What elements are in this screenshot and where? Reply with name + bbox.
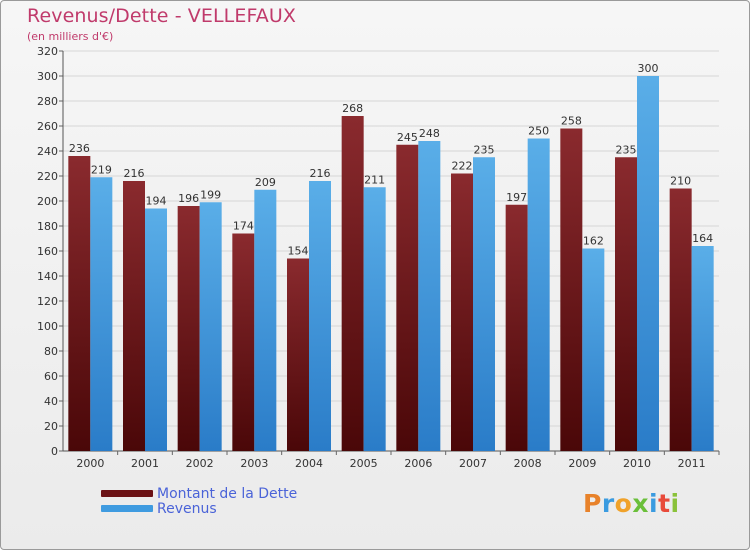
data-label-debt: 174 <box>233 220 254 233</box>
y-tick-label: 40 <box>44 395 58 408</box>
bar-debt <box>505 204 528 451</box>
x-tick-label: 2003 <box>240 457 268 470</box>
legend-label-debt: Montant de la Dette <box>157 486 298 502</box>
y-tick-label: 220 <box>37 170 58 183</box>
logo-letter: i <box>649 489 659 518</box>
data-label-revenus: 209 <box>255 176 276 189</box>
data-label-debt: 197 <box>506 191 527 204</box>
bar-debt <box>451 173 473 451</box>
bar-revenus <box>527 138 550 451</box>
legend-swatch-debt <box>101 490 153 497</box>
data-label-debt: 216 <box>124 167 145 180</box>
y-tick-label: 120 <box>37 295 58 308</box>
data-label-debt: 196 <box>178 192 199 205</box>
x-tick-label: 2000 <box>76 457 104 470</box>
data-label-revenus: 250 <box>528 125 549 138</box>
logo-letter: P <box>583 489 602 518</box>
bar-revenus <box>254 189 277 451</box>
data-label-revenus: 194 <box>146 195 167 208</box>
x-tick-label: 2005 <box>350 457 378 470</box>
bar-debt <box>68 156 91 451</box>
y-tick-label: 280 <box>37 95 58 108</box>
y-tick-label: 320 <box>37 45 58 58</box>
data-label-debt: 268 <box>342 102 363 115</box>
chart-title: Revenus/Dette - VELLEFAUX <box>27 5 296 27</box>
y-tick-label: 160 <box>37 245 58 258</box>
data-label-revenus: 199 <box>200 188 221 201</box>
legend-label-revenus: Revenus <box>157 501 217 517</box>
data-label-revenus: 248 <box>419 127 440 140</box>
y-tick-label: 140 <box>37 270 58 283</box>
bar-revenus <box>473 157 495 451</box>
data-label-debt: 245 <box>397 131 418 144</box>
x-tick-label: 2001 <box>131 457 159 470</box>
x-tick-label: 2009 <box>568 457 596 470</box>
y-tick-label: 80 <box>44 345 58 358</box>
data-label-revenus: 235 <box>474 143 495 156</box>
bar-debt <box>123 181 145 451</box>
x-tick-label: 2010 <box>623 457 651 470</box>
bar-revenus <box>582 248 605 451</box>
data-label-debt: 222 <box>452 160 473 173</box>
data-label-debt: 236 <box>69 142 90 155</box>
data-label-revenus: 211 <box>364 173 385 186</box>
data-label-debt: 258 <box>561 115 582 128</box>
logo-letter: r <box>601 489 615 518</box>
bar-revenus <box>418 141 441 451</box>
bar-revenus <box>637 76 659 451</box>
y-tick-label: 260 <box>37 120 58 133</box>
y-tick-label: 200 <box>37 195 58 208</box>
y-tick-label: 20 <box>44 420 58 433</box>
bar-debt <box>396 144 419 451</box>
bar-revenus <box>309 181 331 451</box>
bar-debt <box>177 206 200 451</box>
bar-debt <box>287 258 309 451</box>
bar-revenus <box>691 246 714 451</box>
logo-letter: x <box>632 489 649 518</box>
data-label-debt: 235 <box>616 143 637 156</box>
bar-revenus <box>363 187 386 451</box>
bar-revenus <box>90 177 113 451</box>
x-tick-label: 2006 <box>404 457 432 470</box>
logo-letter: i <box>670 489 680 518</box>
x-tick-label: 2002 <box>186 457 214 470</box>
bar-debt <box>341 116 364 451</box>
data-label-revenus: 300 <box>638 62 659 75</box>
proxiti-logo: Proxiti <box>583 489 680 518</box>
data-label-revenus: 219 <box>91 163 112 176</box>
data-label-revenus: 216 <box>310 167 331 180</box>
y-tick-label: 60 <box>44 370 58 383</box>
data-label-debt: 154 <box>288 245 309 258</box>
y-tick-label: 100 <box>37 320 58 333</box>
x-tick-label: 2007 <box>459 457 487 470</box>
x-tick-label: 2008 <box>514 457 542 470</box>
y-tick-label: 0 <box>51 445 58 458</box>
y-tick-label: 180 <box>37 220 58 233</box>
bar-debt <box>560 128 583 451</box>
bar-debt <box>669 188 692 451</box>
x-tick-label: 2011 <box>678 457 706 470</box>
x-tick-label: 2004 <box>295 457 323 470</box>
legend-swatch-revenus <box>101 505 153 512</box>
data-label-revenus: 162 <box>583 235 604 248</box>
bar-revenus <box>199 202 222 451</box>
bar-debt <box>615 157 637 451</box>
data-label-debt: 210 <box>670 175 691 188</box>
data-label-revenus: 164 <box>692 232 713 245</box>
bar-revenus <box>145 208 167 451</box>
bar-debt <box>232 233 255 451</box>
y-tick-label: 300 <box>37 70 58 83</box>
chart-subtitle: (en milliers d'€) <box>27 30 114 43</box>
y-tick-label: 240 <box>37 145 58 158</box>
logo-letter: t <box>658 489 671 518</box>
logo-letter: o <box>614 489 633 518</box>
